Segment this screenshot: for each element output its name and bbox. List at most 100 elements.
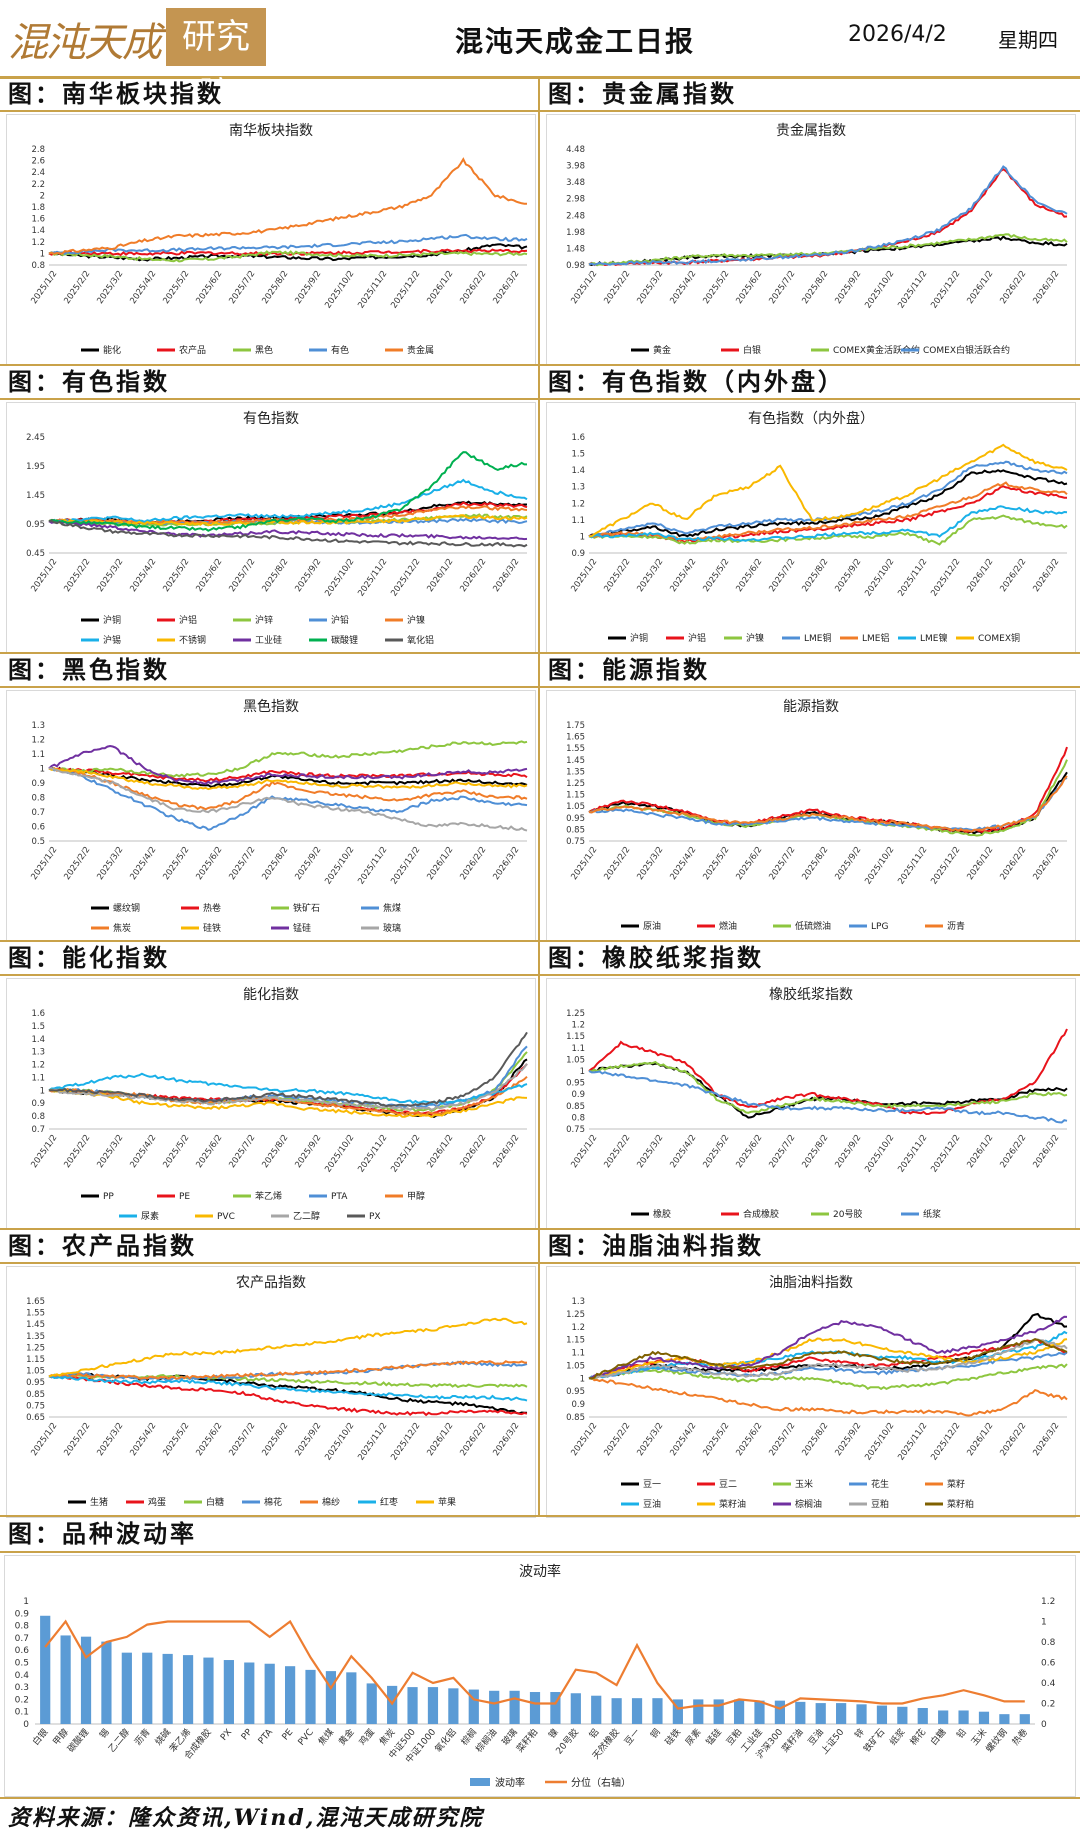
x-tick-label: PVC xyxy=(297,1728,316,1748)
y-tick-label: 2 xyxy=(40,191,45,201)
legend-label: COMEX铜 xyxy=(978,632,1020,644)
x-tick-label: 镍 xyxy=(546,1726,561,1741)
x-tick-label: 2025/3/2 xyxy=(95,845,125,882)
x-tick-label: 2026/3/2 xyxy=(491,845,521,882)
chart-panel: 黑色指数 0.5 0.6 0.7 0.8 0.9 1 1.1 1.2 1.3 2025/1/2 202… xyxy=(6,690,536,942)
x-tick-label: 2026/2/2 xyxy=(458,845,488,882)
bar xyxy=(244,1662,255,1724)
x-tick-label: 2025/8/2 xyxy=(260,269,290,306)
x-tick-label: 2025/9/2 xyxy=(833,1421,863,1458)
series-line xyxy=(588,514,1068,546)
x-tick-label: 2026/2/2 xyxy=(998,269,1028,306)
series-line xyxy=(48,519,528,548)
y-tick-label: 1.4 xyxy=(31,226,45,236)
x-tick-label: 2026/2/2 xyxy=(998,845,1028,882)
y-tick-label: 0.7 xyxy=(31,808,45,818)
y-tick-label: 2.48 xyxy=(566,211,585,221)
y-tick-label: 1.98 xyxy=(566,228,585,238)
chart-title: 南华板块指数 xyxy=(229,123,313,139)
divider-line xyxy=(0,1262,1080,1264)
x-tick-label: 2025/4/2 xyxy=(668,1421,698,1458)
y-tick-label: 1.35 xyxy=(566,767,585,777)
x-tick-label: 铅 xyxy=(954,1726,969,1741)
company-logo: 混沌天成 研究院 xyxy=(8,6,266,115)
legend-label: 黑色 xyxy=(255,344,273,356)
section-title: 图：能源指数 xyxy=(548,655,710,684)
volatility-chart: 波动率 0 0.1 0.2 0.3 0.4 0.5 0.6 0.7 0.8 0.9 1 0 0.2 0.4 0… xyxy=(15,1563,1056,1789)
series-line xyxy=(48,767,528,831)
x-tick-label: 2025/7/2 xyxy=(227,557,257,594)
y-tick-label: 0.98 xyxy=(566,261,585,271)
y-tick-label: 0.95 xyxy=(26,520,45,530)
legend-label: 氧化铝 xyxy=(407,634,434,646)
series-line xyxy=(588,775,1068,833)
chart-panel: 橡胶纸浆指数 0.75 0.8 0.85 0.9 0.95 1 1.05 1.1 1.15 1.2 1… xyxy=(546,978,1076,1230)
x-tick-label: 2025/6/2 xyxy=(734,1133,764,1170)
legend-label: PP xyxy=(103,1192,114,1202)
section-title-volatility: 图：品种波动率 xyxy=(8,1519,197,1548)
series-line xyxy=(588,771,1068,835)
x-tick-label: 2025/11/2 xyxy=(356,845,389,886)
section-title: 图：橡胶纸浆指数 xyxy=(548,943,764,972)
chart-title: 能源指数 xyxy=(783,699,839,715)
x-tick-label: 2025/8/2 xyxy=(800,269,830,306)
y-tick-label: 1.55 xyxy=(26,1309,45,1319)
y-tick-label: 1.45 xyxy=(566,756,585,766)
legend-label: 豆油 xyxy=(643,1498,661,1510)
legend-label: 沪铅 xyxy=(331,614,349,626)
x-tick-label: 乙二醇 xyxy=(106,1726,133,1754)
legend-label: 沪铜 xyxy=(630,632,648,644)
y-tick-label: 2.6 xyxy=(31,157,45,167)
series-line xyxy=(588,505,1068,542)
chart-panel: 能化指数 0.7 0.8 0.9 1 1.1 1.2 1.3 1.4 1.5 1.6 2025/1/2… xyxy=(6,978,536,1230)
x-tick-label: 黄金 xyxy=(336,1726,357,1748)
section-title: 图：农产品指数 xyxy=(8,1231,197,1260)
bar xyxy=(448,1688,459,1724)
y-tick-label: 1.05 xyxy=(566,802,585,812)
x-tick-label: 2025/10/2 xyxy=(863,1133,896,1174)
chart-panel: 油脂油料指数 0.85 0.9 0.95 1 1.05 1.1 1.15 1.2 1.25 1.3 2… xyxy=(546,1266,1076,1518)
x-tick-label: 豆粕 xyxy=(724,1726,745,1748)
line-chart: 贵金属指数 0.98 1.48 1.98 2.48 2.98 3.48 3.98 4.48 202… xyxy=(566,123,1068,356)
x-tick-label: 2025/9/2 xyxy=(833,845,863,882)
x-tick-label: 锌 xyxy=(852,1726,867,1741)
y-tick-label: 0.7 xyxy=(31,1125,45,1135)
legend-label: PE xyxy=(179,1192,190,1202)
y-left-tick-label: 1 xyxy=(23,1597,29,1607)
x-tick-label: 2026/3/2 xyxy=(491,269,521,306)
x-tick-label: 2025/2/2 xyxy=(62,845,92,882)
x-tick-label: 甲醇 xyxy=(50,1726,71,1748)
y-tick-label: 0.95 xyxy=(566,1079,585,1089)
x-tick-label: 尿素 xyxy=(683,1726,704,1748)
x-tick-label: 2026/3/2 xyxy=(491,557,521,594)
section-title: 图：油脂油料指数 xyxy=(548,1231,764,1260)
x-tick-label: 2025/3/2 xyxy=(635,1421,665,1458)
x-tick-label: 2025/2/2 xyxy=(602,269,632,306)
legend-label: 苹果 xyxy=(438,1496,456,1508)
y-tick-label: 0.8 xyxy=(31,1112,45,1122)
divider-line xyxy=(538,364,540,652)
y-tick-label: 1.2 xyxy=(571,499,585,509)
legend-label: 沪锡 xyxy=(103,634,121,646)
x-tick-label: 棉花 xyxy=(907,1726,928,1748)
x-tick-label: 2025/7/2 xyxy=(227,1421,257,1458)
legend-label: 苯乙烯 xyxy=(255,1190,282,1202)
x-tick-label: 2025/6/2 xyxy=(194,1133,224,1170)
x-tick-label: 2025/10/2 xyxy=(323,1133,356,1174)
legend-label: 玻璃 xyxy=(383,922,401,934)
x-tick-label: 2025/12/2 xyxy=(389,1421,422,1462)
bar xyxy=(325,1671,337,1724)
y-tick-label: 2.2 xyxy=(31,180,45,190)
legend-label: 菜籽油 xyxy=(719,1498,746,1510)
bar xyxy=(999,1714,1010,1724)
x-tick-label: 2025/9/2 xyxy=(293,557,323,594)
y-tick-label: 1.3 xyxy=(31,721,45,731)
series-line xyxy=(588,1363,1068,1391)
x-tick-label: 铁矿石 xyxy=(861,1726,888,1754)
x-tick-label: 2025/5/2 xyxy=(161,845,191,882)
x-tick-label: 2026/1/2 xyxy=(965,269,995,306)
legend-label: 白糖 xyxy=(206,1496,224,1508)
bar xyxy=(693,1699,704,1724)
y-tick-label: 1.15 xyxy=(566,791,585,801)
